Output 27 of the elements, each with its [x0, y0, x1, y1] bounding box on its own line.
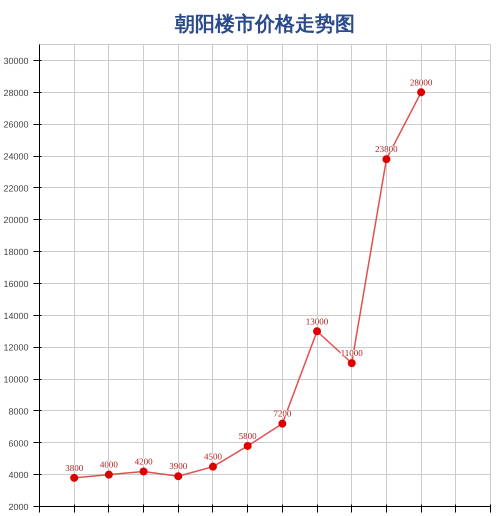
y-tick-label: 6000 [8, 438, 29, 448]
data-label: 4200 [134, 456, 154, 466]
y-tick-label: 16000 [3, 278, 29, 289]
y-tick-label: 10000 [3, 374, 29, 385]
data-label: 4000 [100, 460, 118, 470]
data-label: 13000 [306, 316, 329, 326]
y-tick-label: 30000 [3, 56, 29, 66]
data-label: 4500 [204, 452, 222, 462]
data-label: 5800 [238, 430, 258, 441]
y-tick-label: 20000 [3, 215, 29, 226]
y-tick-label: 12000 [3, 342, 29, 353]
y-tick-label: 2000 [8, 502, 29, 512]
y-tick-label: 28000 [3, 88, 29, 98]
y-tick-label: 4000 [8, 470, 29, 480]
data-label: 28000 [410, 77, 433, 88]
data-label: 23800 [375, 144, 398, 154]
data-label: 3900 [169, 461, 188, 472]
y-tick-label: 22000 [3, 183, 29, 194]
data-label: 11000 [340, 348, 364, 358]
y-tick-label: 26000 [3, 120, 29, 130]
y-tick-label: 8000 [8, 406, 29, 416]
chart-title: 朝阳楼市价格走势图 [174, 12, 355, 36]
data-label: 3800 [65, 462, 84, 473]
y-tick-label: 24000 [3, 152, 29, 162]
y-tick-label: 18000 [3, 247, 29, 258]
y-tick-label: 14000 [3, 310, 29, 321]
data-label: 7200 [273, 408, 292, 419]
